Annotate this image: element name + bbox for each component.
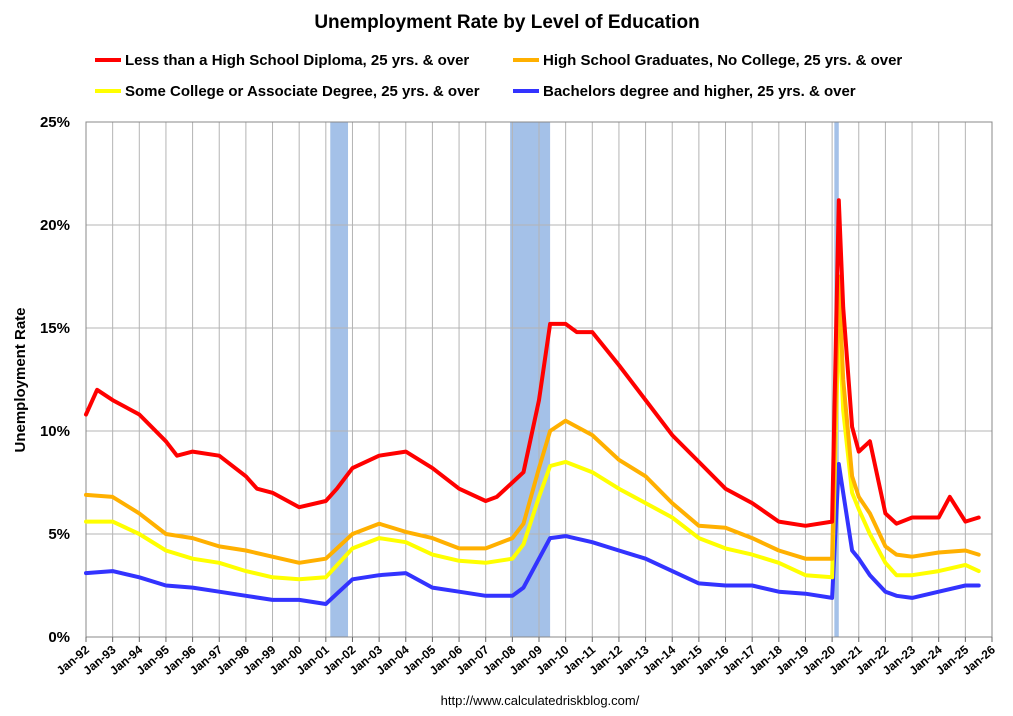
series-lines xyxy=(84,198,981,606)
y-tick-label: 15% xyxy=(40,320,70,337)
y-tick-label: 10% xyxy=(40,423,70,440)
legend-label: Some College or Associate Degree, 25 yrs… xyxy=(125,83,480,100)
series-line xyxy=(84,313,981,582)
y-axis-label: Unemployment Rate xyxy=(12,307,29,452)
recession-band xyxy=(330,122,349,637)
y-tick-label: 0% xyxy=(48,629,70,646)
legend-label: Bachelors degree and higher, 25 yrs. & o… xyxy=(543,83,856,100)
x-axis-ticks: Jan-92Jan-93Jan-94Jan-95Jan-96Jan-97Jan-… xyxy=(54,637,998,678)
legend: Less than a High School Diploma, 25 yrs.… xyxy=(95,52,902,100)
y-tick-label: 25% xyxy=(40,114,70,131)
y-tick-label: 20% xyxy=(40,217,70,234)
recession-band xyxy=(510,122,551,637)
series-line xyxy=(84,462,981,606)
series-line xyxy=(84,198,981,528)
series-line xyxy=(84,274,981,565)
plot-area: 0% 5% 10% 15% 20% 25% Jan-92Jan-93Jan-94Jan-9… xyxy=(40,114,998,678)
y-axis-ticks: 0% 5% 10% 15% 20% 25% xyxy=(40,114,70,646)
y-tick-label: 5% xyxy=(48,526,70,543)
legend-label: Less than a High School Diploma, 25 yrs.… xyxy=(125,52,469,69)
source-credit: http://www.calculatedriskblog.com/ xyxy=(441,693,640,708)
chart-title: Unemployment Rate by Level of Education xyxy=(314,12,699,33)
legend-label: High School Graduates, No College, 25 yr… xyxy=(543,52,902,69)
